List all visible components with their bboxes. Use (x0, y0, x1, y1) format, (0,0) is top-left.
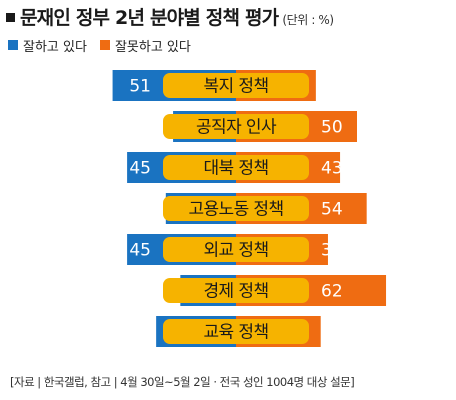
unit-label: (단위 : %) (282, 13, 334, 27)
category-pill (163, 278, 309, 303)
category-label: 경제 정책 (204, 282, 269, 302)
legend-label-negative: 잘못하고 있다 (114, 39, 191, 55)
legend-item-positive: 잘하고 있다 (8, 36, 87, 55)
category-label: 복지 정책 (204, 77, 269, 97)
category-pill (163, 319, 309, 344)
chart-header: 문재인 정부 2년 분야별 정책 평가 (단위 : %) (6, 3, 334, 31)
category-label: 교육 정책 (204, 323, 269, 343)
legend: 잘하고 있다 잘못하고 있다 (8, 36, 204, 55)
category-label: 공직자 인사 (196, 118, 277, 138)
value-label-positive: 26 (129, 118, 151, 138)
legend-swatch-negative (99, 40, 110, 50)
value-label-positive: 29 (129, 200, 151, 220)
value-label-positive: 45 (129, 159, 151, 179)
value-label-positive: 51 (129, 77, 151, 97)
category-pill (163, 114, 309, 139)
value-label-negative: 50 (321, 118, 343, 138)
value-label-negative: 35 (321, 323, 343, 343)
value-label-negative: 62 (321, 282, 343, 302)
value-label-negative: 43 (321, 159, 343, 179)
legend-label-positive: 잘하고 있다 (23, 39, 87, 55)
value-label-negative: 54 (321, 200, 343, 220)
legend-swatch-positive (8, 40, 18, 50)
category-label: 대북 정책 (204, 159, 269, 179)
title-square-icon (6, 12, 15, 22)
category-label: 외교 정책 (204, 241, 269, 261)
value-label-positive: 23 (129, 282, 151, 302)
value-label-negative: 38 (321, 241, 343, 261)
value-label-negative: 33 (321, 77, 343, 97)
category-pill (163, 73, 309, 98)
value-label-positive: 45 (129, 241, 151, 261)
category-pill (163, 237, 309, 262)
category-pill (163, 155, 309, 180)
value-label-positive: 33 (129, 323, 151, 343)
chart-title: 문재인 정부 2년 분야별 정책 평가 (20, 7, 279, 29)
category-pill (163, 196, 309, 221)
category-label: 고용노동 정책 (188, 200, 283, 220)
legend-item-negative: 잘못하고 있다 (99, 36, 191, 55)
source-note: [자료 | 한국갤럽, 참고 | 4월 30일~5월 2일 · 전국 성인 10… (10, 375, 355, 389)
